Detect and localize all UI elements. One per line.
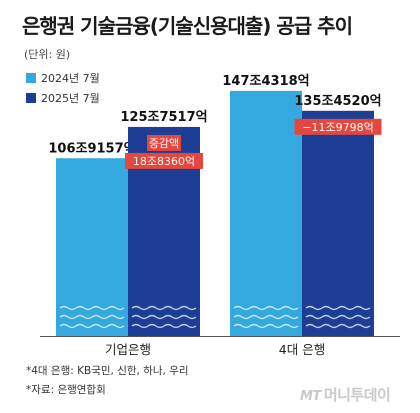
bar-wave-0-1-1 — [131, 314, 197, 320]
data-label-1-1: 135조4520억 — [294, 94, 381, 109]
change-badge-text-1-0: −11조9798억 — [302, 121, 373, 134]
bar-wave-0-1-0 — [131, 305, 197, 311]
change-badge-text-0-0: 증감액 — [149, 137, 179, 150]
change-badge-bg-0-1 — [125, 152, 203, 169]
watermark-text: 머니투데이 — [323, 386, 391, 404]
data-label-0-1: 125조7517억 — [120, 110, 207, 125]
change-badge-text-0-1: 18조8360억 — [133, 155, 195, 168]
change-badge-bg-1-0 — [294, 118, 382, 135]
watermark-logo: MT 머니투데이 — [300, 384, 391, 405]
footnote-source: *자료: 은행연합회 — [26, 384, 106, 396]
bar-wave-0-1-2 — [131, 323, 197, 329]
watermark-mt: MT — [300, 389, 321, 404]
footnotes: *4대 은행: KB국민, 신한, 하나, 우리 *자료: 은행연합회 — [26, 362, 189, 400]
change-badge-bg-0-0 — [147, 134, 181, 151]
bar-wave-1-1-2 — [305, 323, 371, 329]
x-tick-label-1: 4대 은행 — [279, 342, 325, 357]
bar-wave-0-0-1 — [59, 314, 125, 320]
bar-1-1 — [302, 110, 374, 336]
legend-label-2025: 2025년 7월 — [41, 92, 100, 105]
bar-wave-1-1-1 — [305, 314, 371, 320]
data-label-1-0: 147조4318억 — [222, 74, 309, 89]
legend-swatch-2025 — [26, 93, 36, 103]
bar-wave-0-0-2 — [59, 323, 125, 329]
legend-item-2025: 2025년 7월 — [26, 88, 100, 108]
data-label-0-0: 106조9157억 — [48, 141, 135, 156]
x-tick-label-0: 기업은행 — [105, 342, 151, 357]
bar-wave-1-0-1 — [233, 314, 299, 320]
footnote-banks: *4대 은행: KB국민, 신한, 하나, 우리 — [26, 365, 189, 377]
bar-wave-1-0-0 — [233, 305, 299, 311]
chart-title: 은행권 기술금융(기술신용대출) 공급 추이 — [22, 14, 353, 38]
legend: 2024년 7월 2025년 7월 — [26, 68, 100, 108]
bar-1-0 — [230, 90, 302, 337]
legend-label-2024: 2024년 7월 — [41, 72, 100, 85]
bar-wave-1-0-2 — [233, 323, 299, 329]
legend-item-2024: 2024년 7월 — [26, 68, 100, 88]
legend-swatch-2024 — [26, 73, 36, 83]
bar-0-0 — [56, 158, 128, 336]
bar-wave-1-1-0 — [305, 305, 371, 311]
bar-wave-0-0-0 — [59, 305, 125, 311]
unit-label: (단위: 원) — [24, 48, 71, 61]
